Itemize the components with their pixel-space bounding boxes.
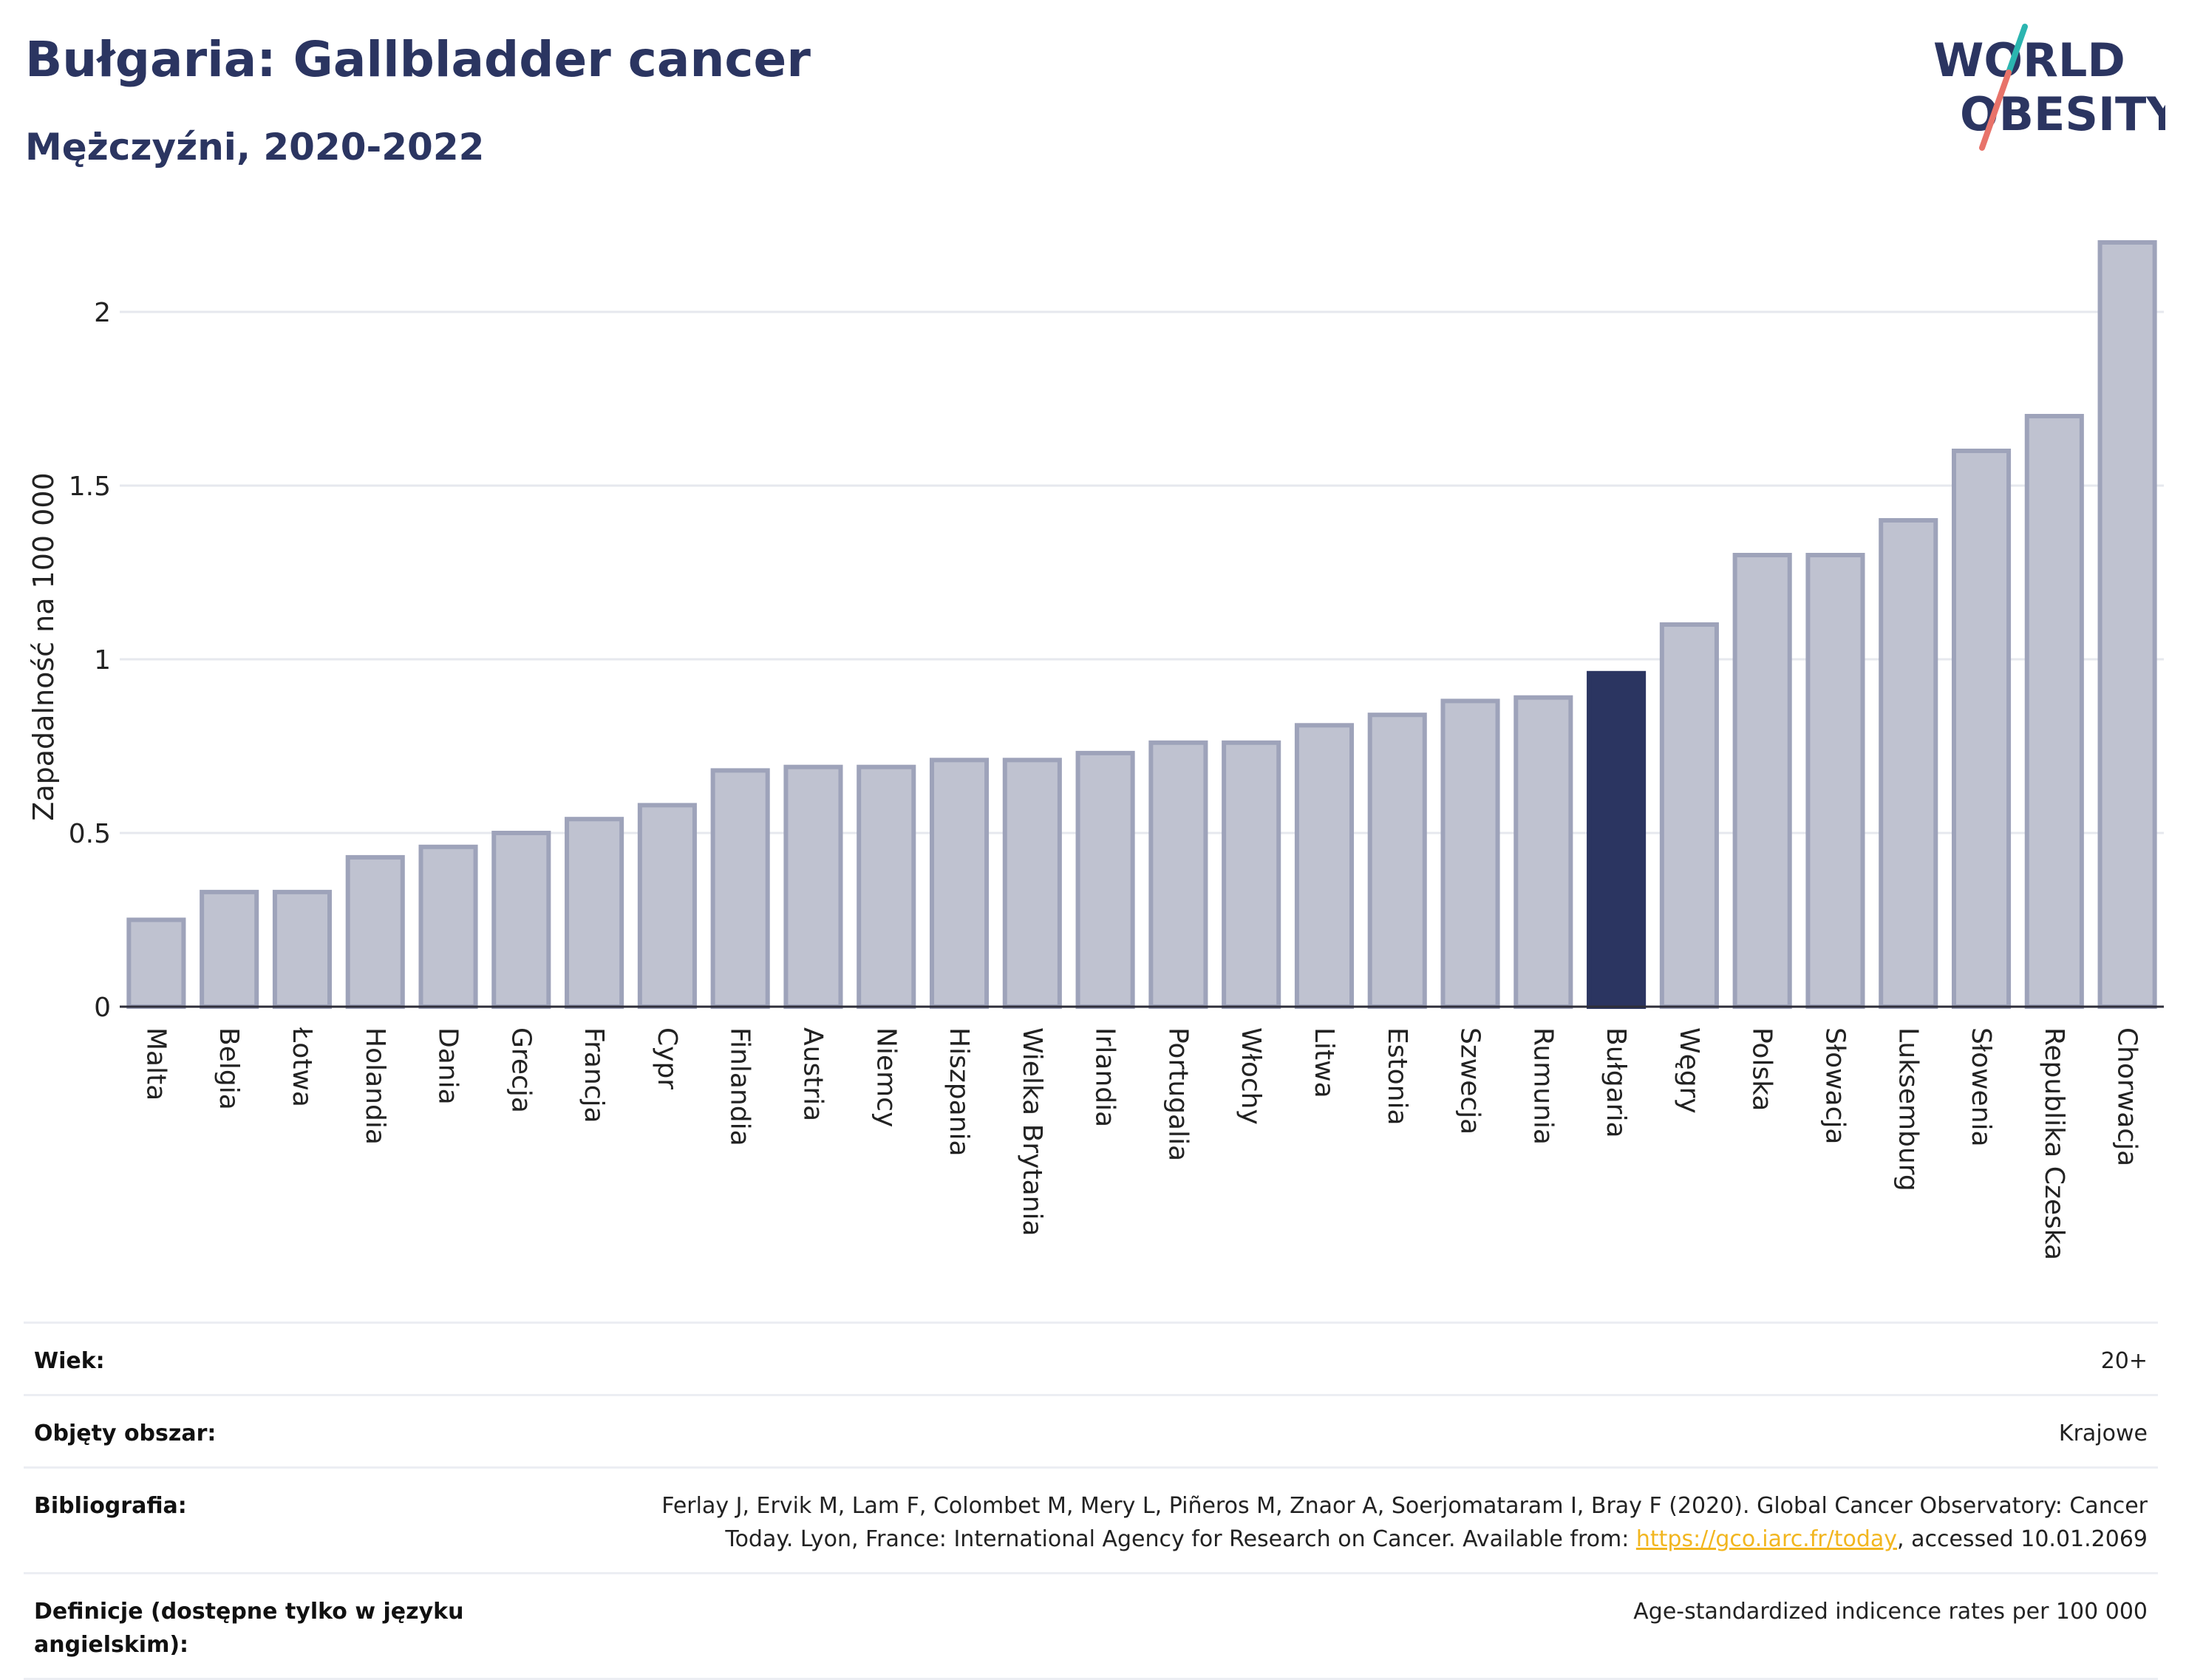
bar-9[interactable]	[783, 764, 843, 1009]
y-tick-label: 2	[94, 298, 111, 328]
axes: 0 0.5 1 1.5 2 Malta Belgia Łotwa Holandia Dania Gr…	[69, 298, 2164, 1260]
x-tick-label: Portugalia	[1162, 1027, 1193, 1161]
bar-8[interactable]	[710, 768, 770, 1010]
y-tick-label: 1	[94, 645, 111, 676]
y-tick-label: 0	[94, 993, 111, 1023]
x-tick-label: Polska	[1747, 1027, 1777, 1111]
x-tick-label: Dania	[433, 1027, 463, 1105]
x-tick-label: Luksemburg	[1893, 1027, 1923, 1191]
x-tick-label: Włochy	[1236, 1027, 1266, 1125]
x-tick-label: Węgry	[1674, 1027, 1704, 1114]
bar-13[interactable]	[1075, 750, 1135, 1010]
meta-label: Objęty obszar:	[34, 1421, 217, 1446]
x-tick-label: Hiszpania	[944, 1027, 974, 1157]
world-obesity-logo: WORLD OBESITY	[1933, 24, 2165, 151]
bar-14[interactable]	[1148, 740, 1208, 1009]
bar-18[interactable]	[1440, 698, 1500, 1010]
meta-row-area: Objęty obszar: Krajowe	[24, 1394, 2158, 1466]
x-tick-label: Grecja	[505, 1027, 536, 1113]
bar-19[interactable]	[1513, 695, 1573, 1009]
meta-label: Bibliografia:	[34, 1493, 187, 1519]
bar-7[interactable]	[637, 803, 697, 1010]
bar-0[interactable]	[126, 917, 186, 1009]
bar-2[interactable]	[272, 889, 333, 1010]
x-tick-label: Słowenia	[1966, 1027, 1996, 1147]
meta-row-definitions: Definicje (dostępne tylko w języku angie…	[24, 1572, 2158, 1680]
bar-22[interactable]	[1732, 553, 1792, 1009]
bar-27[interactable]	[2097, 240, 2157, 1009]
bar-10[interactable]	[857, 764, 916, 1009]
x-tick-label: Niemcy	[871, 1027, 901, 1127]
bar-17[interactable]	[1367, 713, 1427, 1009]
meta-value: Ferlay J, Ervik M, Lam F, Colombet M, Me…	[492, 1489, 2148, 1556]
meta-label: Definicje (dostępne tylko w języku angie…	[34, 1599, 464, 1658]
bar-25[interactable]	[1951, 449, 2012, 1009]
x-tick-label: Rumunia	[1528, 1027, 1558, 1145]
bar-23[interactable]	[1805, 553, 1865, 1009]
x-tick-label: Austria	[797, 1027, 828, 1121]
x-tick-label: Republika Czeska	[2039, 1027, 2069, 1260]
x-tick-label: Słowacja	[1819, 1027, 1850, 1144]
y-axis-label: Zapadalność na 100 000	[27, 472, 60, 820]
bar-20[interactable]	[1587, 670, 1647, 1009]
meta-row-age: Wiek: 20+	[24, 1322, 2158, 1394]
meta-value: Krajowe	[2058, 1421, 2148, 1446]
source-link[interactable]: https://gco.iarc.fr/today	[1635, 1526, 1898, 1552]
logo-slash-coral	[1979, 69, 2012, 151]
logo-line-1: WORLD	[1933, 33, 2125, 87]
x-tick-label: Bułgaria	[1601, 1027, 1631, 1138]
meta-label: Wiek:	[34, 1348, 105, 1374]
x-tick-label: Chorwacja	[2112, 1027, 2142, 1166]
bar-21[interactable]	[1659, 622, 1719, 1009]
bar-5[interactable]	[491, 831, 551, 1009]
x-tick-label: Malta	[140, 1027, 171, 1101]
logo-line-2: OBESITY	[1960, 87, 2165, 141]
page-title: Bułgaria: Gallbladder cancer	[25, 31, 811, 88]
bibliography-line-2-end: , accessed 10.01.2069	[1897, 1526, 2148, 1552]
x-tick-label: Francja	[579, 1027, 609, 1123]
x-tick-label: Estonia	[1382, 1027, 1412, 1126]
bar-6[interactable]	[565, 817, 624, 1010]
bar-1[interactable]	[200, 889, 259, 1010]
x-tick-label: Holandia	[360, 1027, 390, 1145]
x-tick-label: Irlandia	[1090, 1027, 1120, 1127]
x-tick-label: Litwa	[1309, 1027, 1339, 1098]
bar-15[interactable]	[1222, 740, 1281, 1009]
bar-chart: 0 0.5 1 1.5 2 Malta Belgia Łotwa Holandia Dania Gr…	[27, 240, 2164, 1260]
x-tick-label: Cypr	[652, 1027, 682, 1089]
x-tick-label: Łotwa	[287, 1027, 317, 1107]
bar-4[interactable]	[418, 844, 478, 1009]
bar-24[interactable]	[1879, 518, 1938, 1009]
bar-3[interactable]	[345, 854, 405, 1010]
bar-26[interactable]	[2024, 414, 2084, 1009]
bar-11[interactable]	[929, 758, 990, 1009]
y-tick-label: 0.5	[69, 819, 111, 849]
x-tick-label: Finlandia	[725, 1027, 755, 1146]
meta-row-bibliography: Bibliografia: Ferlay J, Ervik M, Lam F, …	[24, 1466, 2158, 1572]
metadata-table: Wiek: 20+ Objęty obszar: Krajowe Bibliog…	[24, 1322, 2158, 1680]
bar-12[interactable]	[1002, 758, 1062, 1009]
logo-slash-teal	[2006, 24, 2028, 75]
x-tick-label: Szwecja	[1455, 1027, 1485, 1135]
bibliography-line-2: Today. Lyon, France: International Agenc…	[725, 1526, 1636, 1552]
x-tick-label: Wielka Brytania	[1017, 1027, 1047, 1237]
meta-value: 20+	[2100, 1348, 2148, 1374]
bar-16[interactable]	[1294, 723, 1355, 1009]
bars	[126, 240, 2157, 1010]
x-tick-label: Belgia	[214, 1027, 244, 1110]
y-tick-label: 1.5	[69, 472, 111, 502]
page-subtitle: Mężczyźni, 2020-2022	[25, 126, 485, 169]
bibliography-line-1: Ferlay J, Ervik M, Lam F, Colombet M, Me…	[661, 1493, 2148, 1519]
meta-value: Age-standardized indicence rates per 100…	[1633, 1599, 2148, 1625]
